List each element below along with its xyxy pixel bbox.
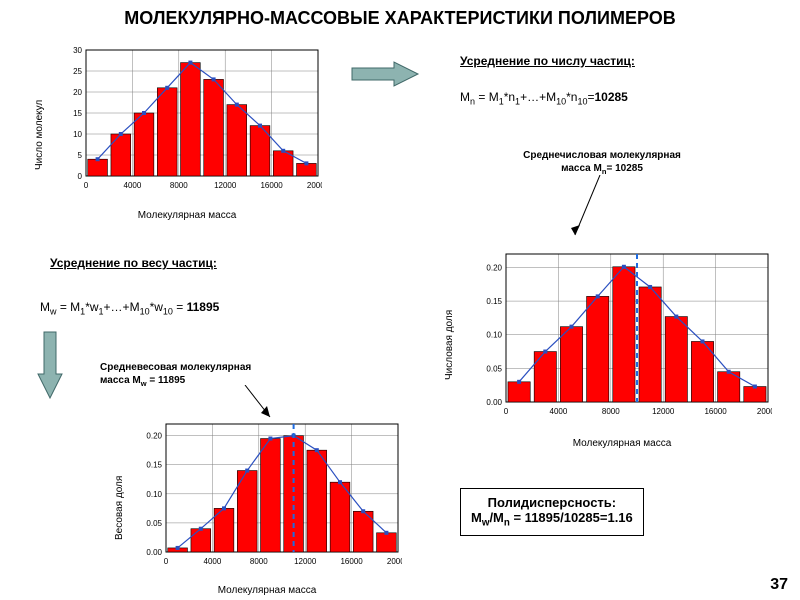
chart1-xlabel: Молекулярная масса — [52, 210, 322, 221]
svg-text:8000: 8000 — [250, 557, 268, 566]
svg-text:0: 0 — [164, 557, 169, 566]
chart-weight-fraction: 0.00 0.05 0.10 0.15 0.20 0 4000 8000 12000 16000 2… — [132, 418, 402, 570]
chart2-xlabel: Молекулярная масса — [472, 438, 772, 449]
svg-text:15: 15 — [73, 109, 82, 118]
svg-text:20000: 20000 — [757, 407, 772, 416]
chart-number-molecules: 0 5 10 15 20 25 30 0 4000 8000 12000 16000 20000 — [52, 44, 322, 194]
chart3-xlabel: Молекулярная масса — [132, 585, 402, 596]
svg-text:20000: 20000 — [387, 557, 402, 566]
svg-text:12000: 12000 — [214, 181, 237, 190]
chart3-annotation: Средневесовая молекулярнаямасса Mw = 118… — [100, 362, 320, 388]
chart3-ylabel: Весовая доля — [114, 476, 125, 540]
svg-text:25: 25 — [73, 67, 82, 76]
arrow-right-icon — [350, 60, 420, 93]
subtitle-weight-avg: Усреднение по весу частиц: — [50, 256, 217, 270]
svg-text:0.10: 0.10 — [146, 490, 162, 499]
svg-text:4000: 4000 — [204, 557, 222, 566]
chart2-ylabel: Числовая доля — [444, 310, 455, 380]
polydispersity-box: Полидисперсность:Mw/Mn = 11895/10285=1.1… — [460, 488, 644, 536]
svg-text:20: 20 — [73, 88, 82, 97]
svg-text:8000: 8000 — [602, 407, 620, 416]
svg-text:8000: 8000 — [170, 181, 188, 190]
svg-text:0: 0 — [78, 172, 83, 181]
formula-mn: Mn = M1*n1+…+M10*n10=10285 — [460, 90, 628, 106]
chart-number-fraction: 0.00 0.05 0.10 0.15 0.20 0 4000 8000 12000 16000 2… — [472, 248, 772, 420]
formula-mw: Mw = M1*w1+…+M10*w10 = 11895 — [40, 300, 219, 316]
svg-text:12000: 12000 — [652, 407, 675, 416]
arrow-down-icon — [36, 330, 64, 405]
svg-text:0.00: 0.00 — [146, 548, 162, 557]
svg-text:0.20: 0.20 — [146, 432, 162, 441]
svg-text:0.05: 0.05 — [486, 364, 502, 373]
annotation-arrow-icon — [570, 175, 610, 245]
svg-text:10: 10 — [73, 130, 82, 139]
page-title: МОЛЕКУЛЯРНО-МАССОВЫЕ ХАРАКТЕРИСТИКИ ПОЛИ… — [0, 8, 800, 29]
svg-text:30: 30 — [73, 46, 82, 55]
svg-text:0.15: 0.15 — [486, 297, 502, 306]
chart2-annotation: Среднечисловая молекулярнаямасса Mn= 102… — [462, 150, 742, 176]
svg-text:5: 5 — [78, 151, 83, 160]
svg-text:0.00: 0.00 — [486, 398, 502, 407]
svg-text:20000: 20000 — [307, 181, 322, 190]
svg-text:16000: 16000 — [340, 557, 363, 566]
chart1-ylabel: Число молекул — [34, 100, 45, 170]
svg-text:0.10: 0.10 — [486, 331, 502, 340]
svg-text:0: 0 — [504, 407, 509, 416]
svg-text:16000: 16000 — [260, 181, 283, 190]
svg-text:12000: 12000 — [294, 557, 317, 566]
svg-text:0.15: 0.15 — [146, 461, 162, 470]
page-number: 37 — [770, 576, 788, 594]
svg-text:4000: 4000 — [124, 181, 142, 190]
subtitle-number-avg: Усреднение по числу частиц: — [460, 54, 635, 68]
svg-text:16000: 16000 — [704, 407, 727, 416]
svg-text:0.20: 0.20 — [486, 263, 502, 272]
svg-text:4000: 4000 — [550, 407, 568, 416]
svg-text:0: 0 — [84, 181, 89, 190]
svg-text:0.05: 0.05 — [146, 519, 162, 528]
